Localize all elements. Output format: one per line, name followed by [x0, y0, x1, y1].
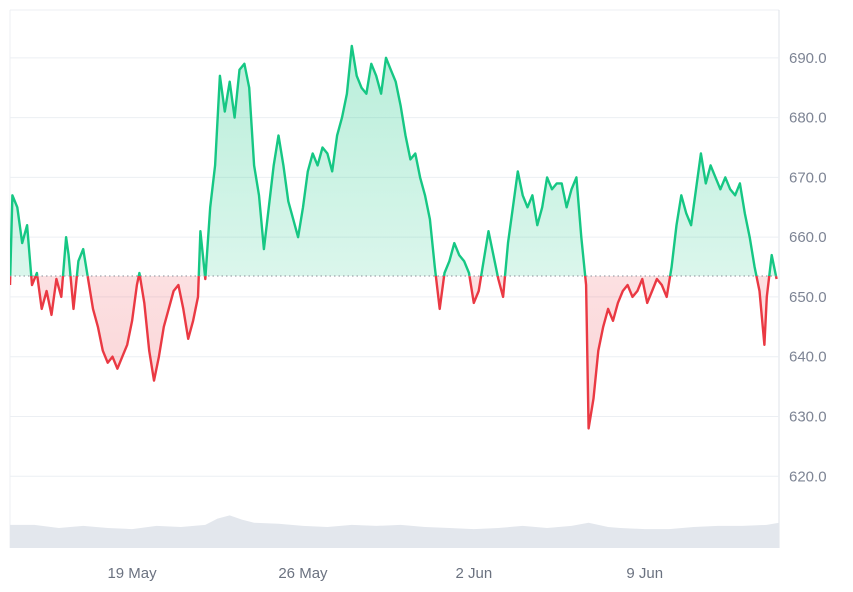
x-tick-label: 26 May: [278, 565, 328, 582]
price-area-fills: [10, 45, 777, 429]
x-tick-label: 9 Jun: [626, 565, 663, 582]
volume-shape: [10, 515, 779, 548]
x-tick-label: 19 May: [107, 565, 157, 582]
y-tick-label: 640.0: [789, 349, 827, 366]
x-axis: 19 May 26 May 2 Jun 9 Jun: [107, 565, 663, 582]
y-tick-label: 690.0: [789, 50, 827, 67]
y-tick-label: 620.0: [789, 468, 827, 485]
price-lines: [10, 44, 778, 430]
y-axis: 690.0 680.0 670.0 660.0 650.0 640.0 630.0 620.0: [789, 50, 827, 485]
y-tick-label: 630.0: [789, 408, 827, 425]
y-tick-label: 680.0: [789, 110, 827, 127]
y-tick-label: 660.0: [789, 229, 827, 246]
y-tick-label: 650.0: [789, 289, 827, 306]
area-above-baseline: [10, 45, 777, 277]
price-line-up: [10, 44, 778, 277]
volume-area: [10, 515, 779, 548]
y-tick-label: 670.0: [789, 169, 827, 186]
price-line-down: [10, 276, 778, 430]
x-tick-label: 2 Jun: [455, 565, 492, 582]
